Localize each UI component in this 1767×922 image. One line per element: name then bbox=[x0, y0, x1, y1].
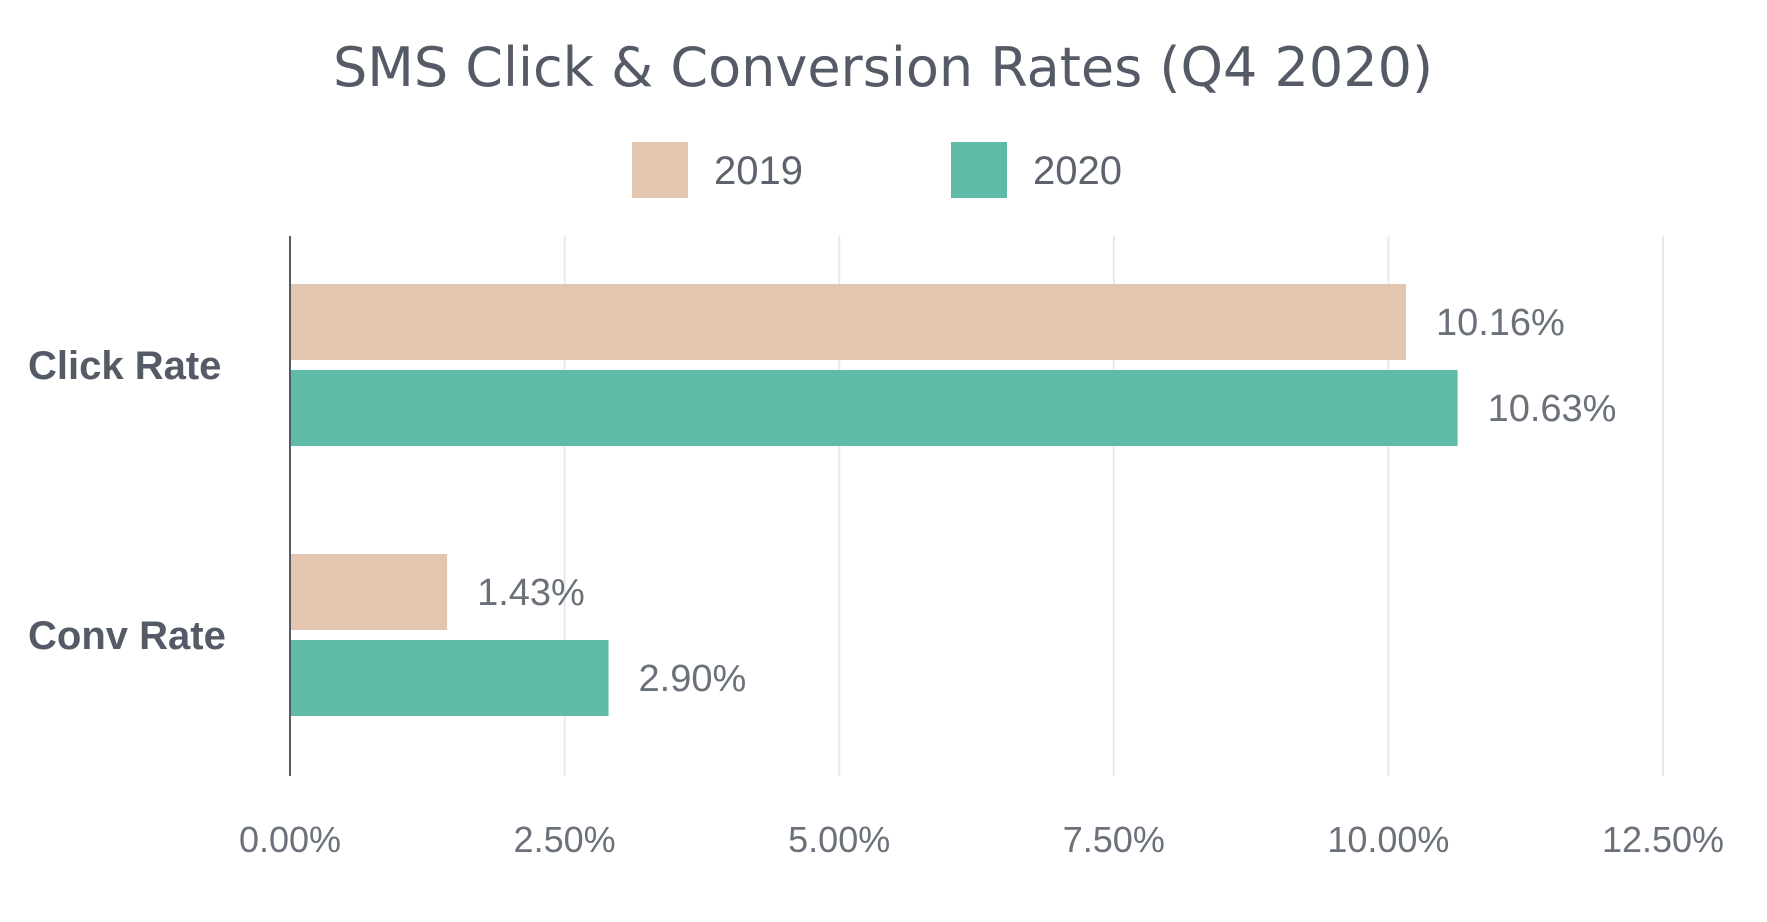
chart-title: SMS Click & Conversion Rates (Q4 2020) bbox=[333, 36, 1433, 99]
bar-2020 bbox=[290, 370, 1458, 446]
legend-swatch-2019 bbox=[632, 142, 688, 198]
legend-label-2020: 2020 bbox=[1033, 149, 1122, 193]
bars bbox=[290, 284, 1458, 716]
x-tick-labels: 0.00% 2.50% 5.00% 7.50% 10.00% 12.50% bbox=[239, 819, 1724, 860]
x-tick-label: 7.50% bbox=[1063, 819, 1165, 860]
data-label: 10.63% bbox=[1488, 388, 1617, 430]
legend: 2019 2020 bbox=[632, 142, 1122, 198]
data-labels: 10.16% 10.63% 1.43% 2.90% bbox=[477, 302, 1616, 700]
x-tick-label: 10.00% bbox=[1327, 819, 1449, 860]
legend-swatch-2020 bbox=[951, 142, 1007, 198]
category-labels: Click Rate Conv Rate bbox=[28, 344, 226, 658]
x-tick-label: 5.00% bbox=[788, 819, 890, 860]
data-label: 2.90% bbox=[639, 658, 747, 700]
bar-2019 bbox=[290, 284, 1406, 360]
data-label: 10.16% bbox=[1436, 302, 1565, 344]
bar-2020 bbox=[290, 640, 609, 716]
x-tick-label: 12.50% bbox=[1602, 819, 1724, 860]
category-label: Conv Rate bbox=[28, 614, 226, 658]
data-label: 1.43% bbox=[477, 572, 585, 614]
category-label: Click Rate bbox=[28, 344, 221, 388]
x-tick-label: 2.50% bbox=[514, 819, 616, 860]
x-tick-label: 0.00% bbox=[239, 819, 341, 860]
legend-label-2019: 2019 bbox=[714, 149, 803, 193]
bar-2019 bbox=[290, 554, 448, 630]
